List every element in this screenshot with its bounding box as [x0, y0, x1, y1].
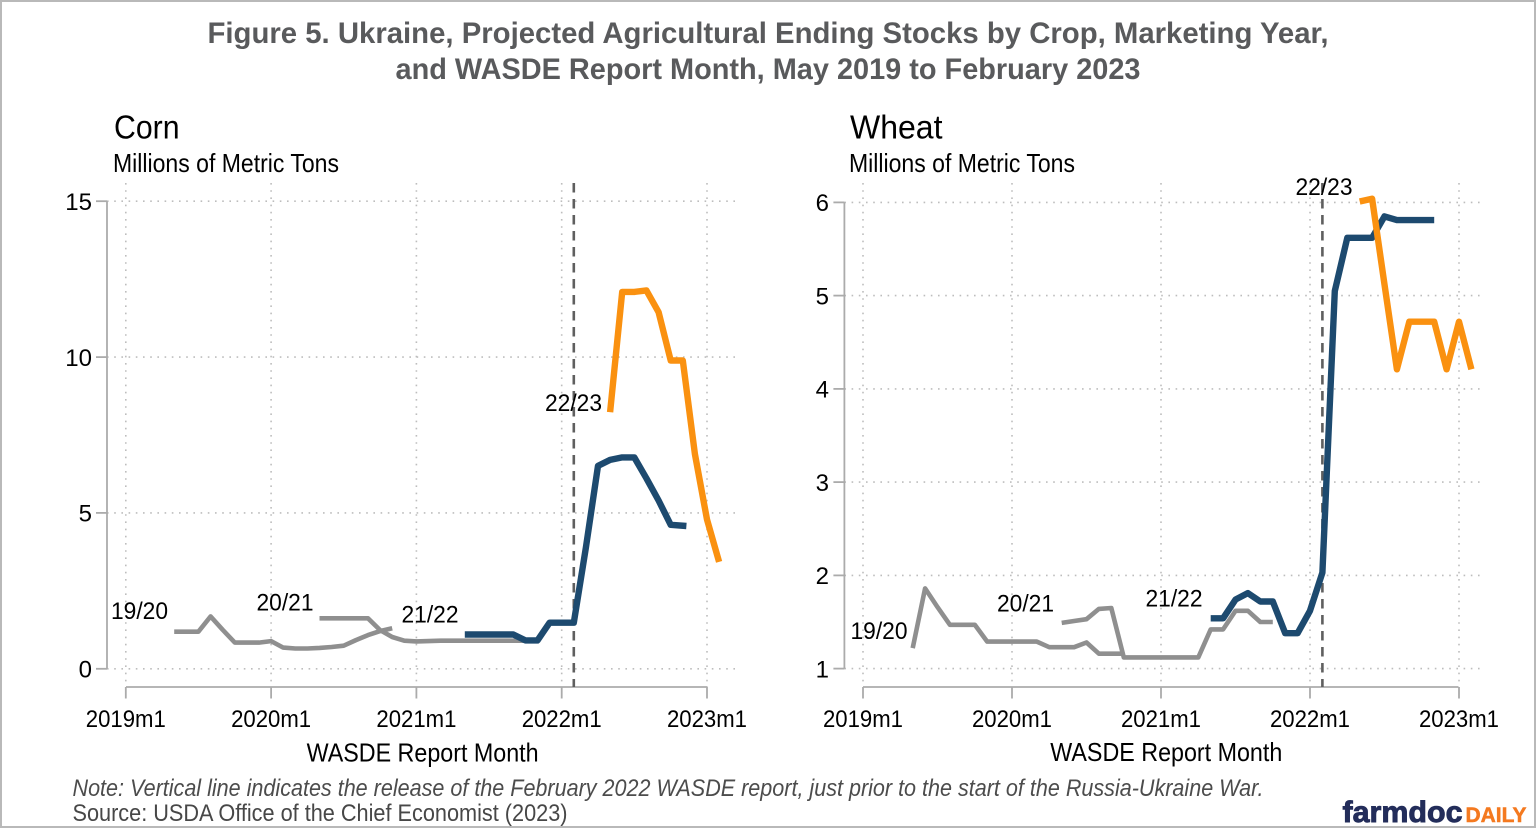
svg-text:22/23: 22/23	[545, 390, 602, 417]
svg-text:21/22: 21/22	[402, 602, 459, 629]
svg-text:5: 5	[79, 501, 92, 528]
svg-text:DAILY: DAILY	[1466, 804, 1527, 827]
svg-text:Millions of Metric Tons: Millions of Metric Tons	[849, 148, 1075, 178]
svg-text:2020m1: 2020m1	[231, 706, 311, 733]
svg-text:2022m1: 2022m1	[1270, 706, 1350, 733]
svg-text:19/20: 19/20	[851, 618, 908, 645]
svg-text:Source: USDA Office of the Chi: Source: USDA Office of the Chief Economi…	[73, 800, 568, 827]
svg-text:2023m1: 2023m1	[1419, 706, 1499, 733]
svg-text:2019m1: 2019m1	[823, 706, 903, 733]
svg-text:22/23: 22/23	[1296, 174, 1353, 201]
svg-text:farmdoc: farmdoc	[1343, 796, 1463, 828]
svg-text:WASDE Report Month: WASDE Report Month	[1050, 737, 1282, 767]
svg-text:2021m1: 2021m1	[1121, 706, 1201, 733]
svg-text:2020m1: 2020m1	[972, 706, 1052, 733]
svg-text:5: 5	[816, 283, 829, 310]
svg-text:Millions of Metric Tons: Millions of Metric Tons	[113, 148, 339, 178]
svg-text:4: 4	[816, 377, 829, 404]
svg-text:2: 2	[816, 563, 829, 590]
svg-text:10: 10	[65, 345, 92, 372]
svg-text:3: 3	[816, 470, 829, 497]
svg-text:15: 15	[65, 189, 92, 216]
svg-text:2023m1: 2023m1	[667, 706, 747, 733]
svg-text:2021m1: 2021m1	[376, 706, 456, 733]
svg-text:20/21: 20/21	[997, 591, 1054, 618]
svg-text:Note: Vertical line indicates: Note: Vertical line indicates the releas…	[73, 775, 1264, 802]
svg-text:Figure 5. Ukraine, Projected A: Figure 5. Ukraine, Projected Agricultura…	[208, 17, 1329, 50]
svg-text:0: 0	[79, 657, 92, 684]
svg-text:21/22: 21/22	[1146, 586, 1203, 613]
svg-text:1: 1	[816, 656, 829, 683]
svg-text:6: 6	[816, 190, 829, 217]
svg-text:Corn: Corn	[114, 109, 180, 146]
svg-text:Wheat: Wheat	[850, 109, 943, 146]
svg-text:WASDE Report Month: WASDE Report Month	[307, 738, 539, 768]
svg-text:2022m1: 2022m1	[522, 706, 602, 733]
svg-text:and WASDE Report Month, May 20: and WASDE Report Month, May 2019 to Febr…	[396, 53, 1141, 86]
svg-text:20/21: 20/21	[257, 590, 314, 617]
svg-text:2019m1: 2019m1	[86, 706, 166, 733]
svg-text:19/20: 19/20	[111, 598, 168, 625]
